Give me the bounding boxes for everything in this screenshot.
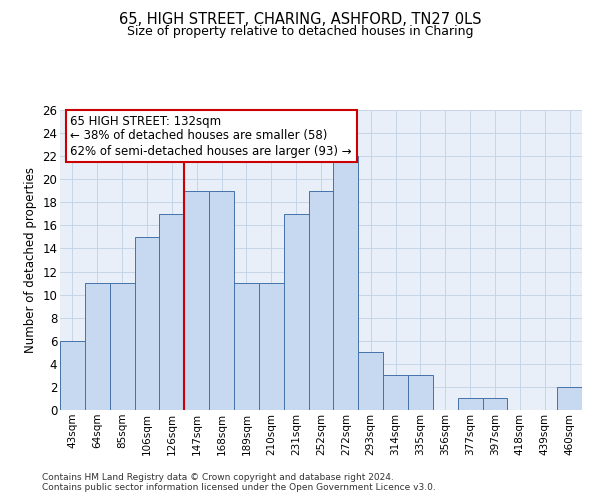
Bar [408, 376, 433, 410]
Bar [160, 214, 184, 410]
Text: 65 HIGH STREET: 132sqm
← 38% of detached houses are smaller (58)
62% of semi-det: 65 HIGH STREET: 132sqm ← 38% of detached… [70, 114, 352, 158]
Bar [557, 387, 582, 410]
Bar [60, 341, 85, 410]
Bar [334, 156, 358, 410]
Bar [358, 352, 383, 410]
Text: Contains public sector information licensed under the Open Government Licence v3: Contains public sector information licen… [42, 482, 436, 492]
Bar [284, 214, 308, 410]
Y-axis label: Number of detached properties: Number of detached properties [23, 167, 37, 353]
Text: Size of property relative to detached houses in Charing: Size of property relative to detached ho… [127, 25, 473, 38]
Bar [184, 191, 209, 410]
Bar [209, 191, 234, 410]
Bar [110, 283, 134, 410]
Bar [134, 237, 160, 410]
Bar [308, 191, 334, 410]
Bar [383, 376, 408, 410]
Text: Contains HM Land Registry data © Crown copyright and database right 2024.: Contains HM Land Registry data © Crown c… [42, 472, 394, 482]
Bar [85, 283, 110, 410]
Bar [458, 398, 482, 410]
Text: 65, HIGH STREET, CHARING, ASHFORD, TN27 0LS: 65, HIGH STREET, CHARING, ASHFORD, TN27 … [119, 12, 481, 28]
Bar [259, 283, 284, 410]
Bar [482, 398, 508, 410]
Bar [234, 283, 259, 410]
